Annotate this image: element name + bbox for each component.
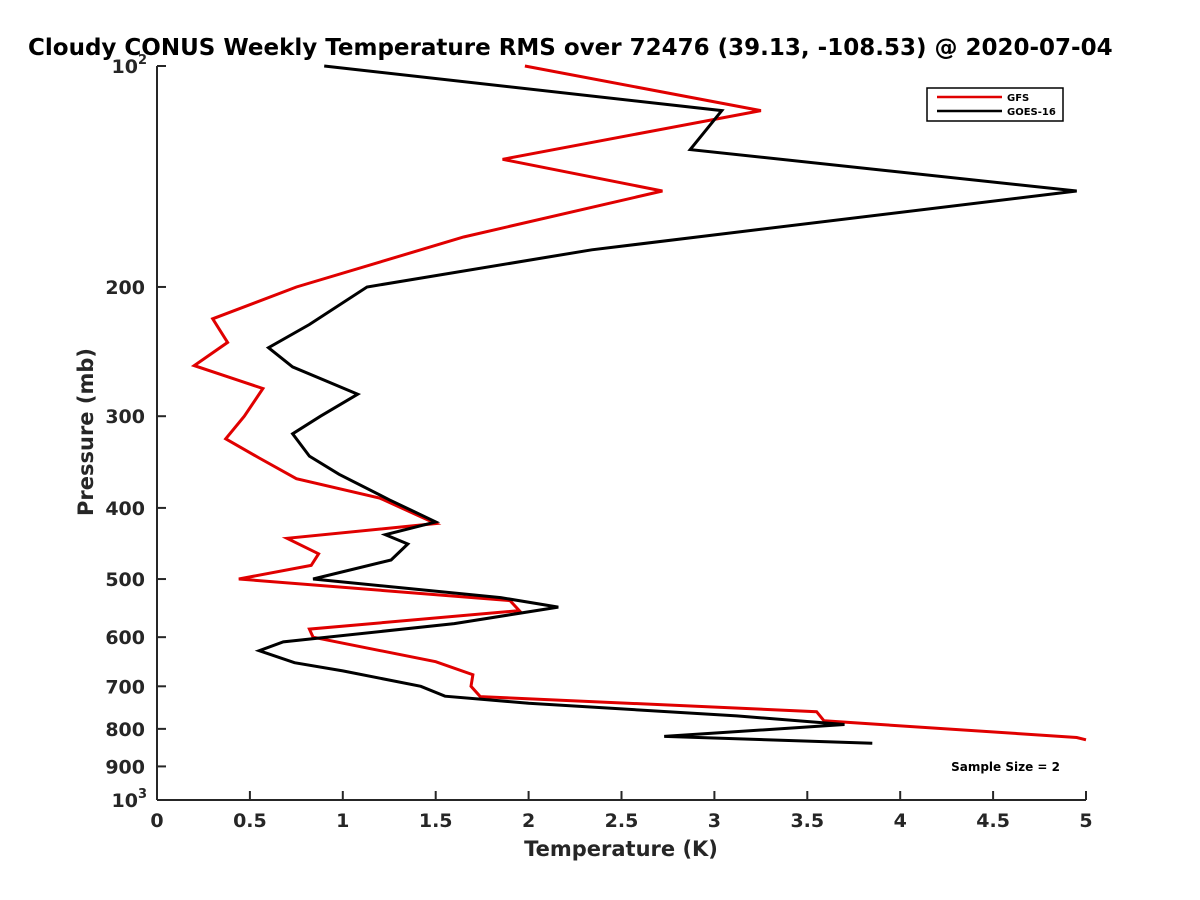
sample-size-note: Sample Size = 2 — [951, 760, 1060, 774]
axes: 0 0.5 1 1.5 2 2.5 3 3.5 4 4.5 5 102 200 300 400 500 600 7… — [105, 53, 1092, 832]
series-line-goes-16 — [254, 64, 1077, 745]
legend: GFS GOES-16 — [926, 87, 1064, 122]
y-axis-label: Pressure (mb) — [74, 348, 98, 516]
y-tick-label: 400 — [105, 498, 145, 520]
y-tick-label: 500 — [105, 569, 145, 591]
legend-entry: GFS — [1007, 93, 1029, 104]
x-tick-label: 4.5 — [976, 810, 1010, 832]
y-tick-label: 900 — [105, 756, 145, 778]
y-tick-label: 102 — [112, 53, 148, 78]
x-axis-label: Temperature (K) — [524, 837, 718, 861]
legend-box — [926, 87, 1064, 122]
series-line-gfs — [190, 64, 1087, 742]
x-tick-label: 3 — [708, 810, 721, 832]
x-tick-label: 0.5 — [233, 810, 267, 832]
x-tick-label: 2.5 — [605, 810, 639, 832]
chart-title: Cloudy CONUS Weekly Temperature RMS over… — [28, 35, 1113, 61]
y-tick-label: 600 — [105, 627, 145, 649]
x-tick-label: 2 — [522, 810, 535, 832]
y-tick-label: 103 — [112, 787, 148, 812]
x-tick-label: 0 — [150, 810, 163, 832]
x-tick-label: 5 — [1079, 810, 1092, 832]
x-tick-label: 3.5 — [790, 810, 824, 832]
x-tick-label: 4 — [894, 810, 907, 832]
legend-entry: GOES-16 — [1007, 107, 1056, 118]
series-layer — [190, 64, 1087, 745]
y-tick-label: 700 — [105, 676, 145, 698]
y-tick-label: 800 — [105, 719, 145, 741]
x-tick-label: 1 — [336, 810, 349, 832]
x-tick-label: 1.5 — [419, 810, 453, 832]
y-tick-label: 200 — [105, 277, 145, 299]
y-tick-label: 300 — [105, 406, 145, 428]
